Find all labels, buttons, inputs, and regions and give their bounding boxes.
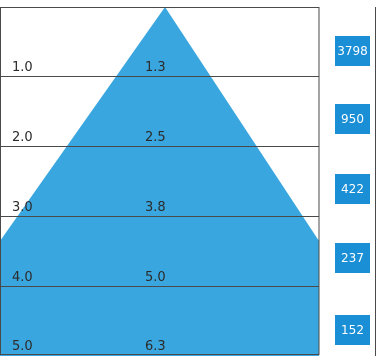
left-level-label: 4.0 <box>12 270 33 285</box>
count-badge-text: 237 <box>341 251 364 265</box>
left-level-label: 1.0 <box>12 60 33 75</box>
count-badge-text: 3798 <box>337 44 368 58</box>
mid-level-label: 5.0 <box>145 270 166 285</box>
count-badges: 3798 950 422 237 152 <box>335 36 370 345</box>
left-level-label: 2.0 <box>12 130 33 145</box>
mid-level-label: 6.3 <box>145 339 166 354</box>
count-badge-text: 152 <box>341 323 364 337</box>
diagram-frame <box>0 7 320 355</box>
left-level-label: 5.0 <box>12 339 33 354</box>
mid-level-label: 1.3 <box>145 60 166 75</box>
count-badge <box>335 315 370 345</box>
count-badge <box>335 243 370 273</box>
left-level-label: 3.0 <box>12 200 33 215</box>
mid-level-label: 2.5 <box>145 130 166 145</box>
count-badge-text: 422 <box>341 182 364 196</box>
pyramid-shape <box>0 7 319 356</box>
count-badge <box>335 104 370 134</box>
count-badge <box>335 36 370 66</box>
count-badge-text: 950 <box>341 112 364 126</box>
mid-level-label: 3.8 <box>145 200 166 215</box>
count-badge <box>335 174 370 204</box>
grid-lines <box>0 76 319 287</box>
level-labels: 1.0 1.3 2.0 2.5 3.0 3.8 4.0 5.0 5.0 6.3 <box>12 60 166 354</box>
